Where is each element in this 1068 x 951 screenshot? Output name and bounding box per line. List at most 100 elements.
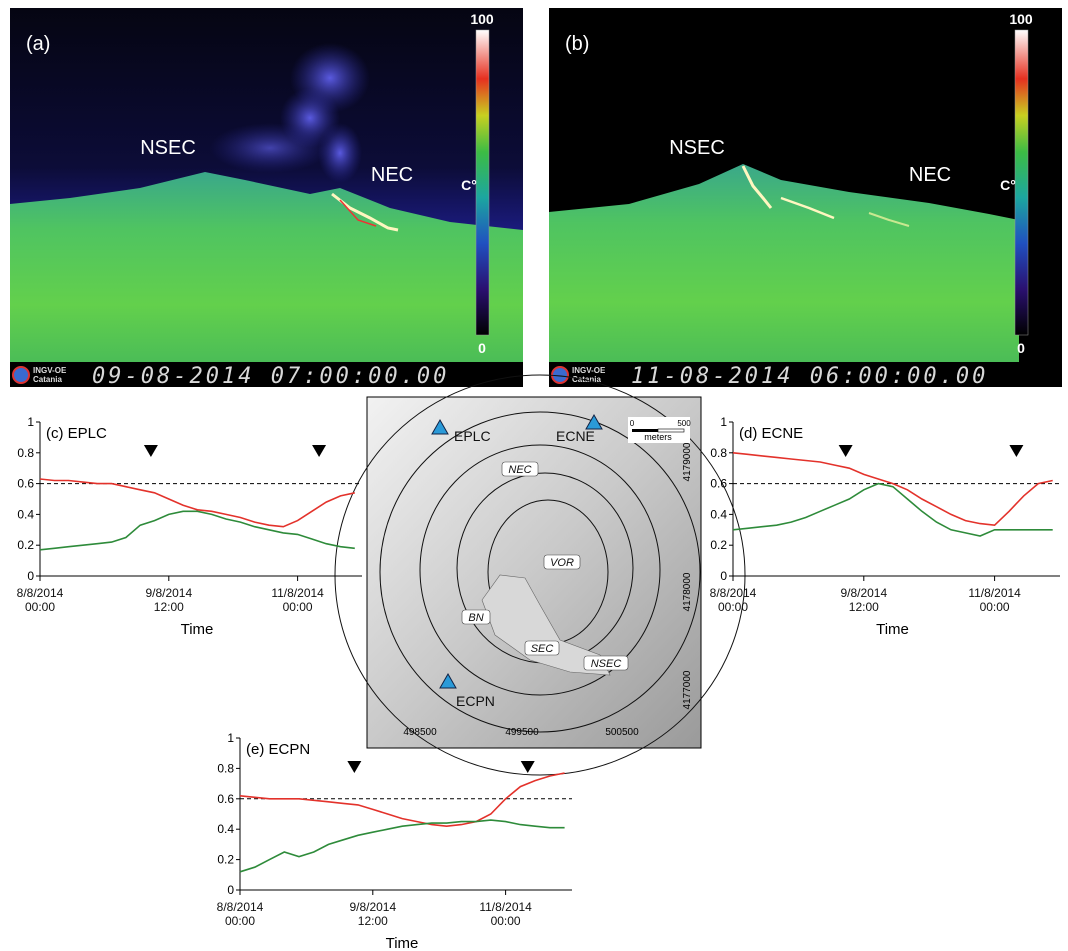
thermal-image-b: 100 0 C° (b) NSEC NEC INGV-OE Catania 11… [549,8,1062,389]
thermal-image-a: 100 0 C° (a) NSEC NEC INGV-OE Catania 09… [10,8,523,389]
crater-label: VOR [550,557,574,569]
lava-flow [868,212,910,227]
crater-label: NEC [508,464,531,476]
x-tick-label: 9/8/2014 12:00 [840,586,888,614]
crater-label: NEC [371,164,413,186]
crater-label: BN [468,612,483,624]
easting-label: 498500 [403,727,437,738]
crater-rim [481,574,611,676]
colorbar-max: 100 [470,11,494,27]
map-frame [366,396,702,749]
event-marker [347,761,362,773]
chart-title: (e) ECPN [246,741,310,758]
volcano [10,172,523,362]
y-tick-label: 0.4 [17,507,34,521]
label-box [461,609,491,625]
logo-text: Catania [572,375,601,384]
scale-label: 500 [677,419,691,428]
contour [379,411,701,733]
scale-unit: meters [644,432,672,442]
map: NEC VOR BN SEC NSEC EPLC ECNE ECPN 0 500… [334,374,746,776]
logo [12,366,30,384]
y-tick-label: 0.6 [217,792,234,806]
x-tick-label: 9/8/2014 12:00 [145,586,193,614]
crater-label: NSEC [591,658,622,670]
series-line [39,510,355,551]
northing-label: 4179000 [682,442,693,481]
northing-label: 4177000 [682,670,693,709]
colorbar-unit: C° [461,177,477,193]
logo-text: Catania [33,375,62,384]
y-tick-label: 0.6 [17,477,34,491]
contour [334,374,746,776]
lava-flow [741,165,773,209]
crater-label: NEC [909,164,951,186]
plume [210,123,330,173]
volcano [549,164,1019,362]
y-tick-label: 1 [720,415,727,429]
event-marker [143,445,158,457]
x-axis-label: Time [876,621,909,638]
event-marker [520,761,535,773]
label-box [583,655,629,671]
timestamp-bar [549,362,1062,387]
event-marker [838,445,853,457]
scale-bar [657,428,685,433]
scale-bar [632,429,658,432]
y-tick-label: 0.6 [710,477,727,491]
x-axis-label: Time [386,935,419,951]
y-tick-label: 0.4 [217,822,234,836]
event-marker [312,445,327,457]
station [439,672,457,689]
timestamp: 11-08-2014 06:00:00.00 [631,364,988,389]
crater-label: SEC [531,643,554,655]
y-tick-label: 0.2 [17,538,34,552]
northing-label: 4178000 [682,572,693,611]
x-tick-label: 11/8/2014 00:00 [271,586,324,614]
series-line [732,482,1053,537]
series-line [239,772,565,828]
y-tick-label: 0.4 [710,507,727,521]
x-tick-label: 8/8/2014 00:00 [16,586,64,614]
contours [334,374,746,776]
logo-text: INGV-OE [33,366,67,375]
colorbar [475,29,490,336]
station-label: ECNE [556,428,595,444]
station [431,418,449,435]
label-box [543,554,581,570]
station [585,413,603,430]
panel-label: (a) [26,33,50,55]
series-line [239,819,565,873]
crater-label: NSEC [669,137,725,159]
colorbar-max: 100 [1009,11,1033,27]
y-tick-label: 0.8 [710,446,727,460]
colorbar-min: 0 [478,340,486,356]
logo-text: INGV-OE [572,366,606,375]
x-tick-label: 11/8/2014 00:00 [479,900,532,928]
event-marker [1009,445,1024,457]
chart-title: (d) ECNE [739,425,803,442]
series-line [39,478,355,528]
y-tick-label: 0 [27,569,34,583]
timestamp-bar [10,362,523,387]
y-tick-label: 1 [227,731,234,745]
easting-label: 500500 [605,727,639,738]
contour [419,444,661,696]
y-tick-label: 0.8 [217,761,234,775]
y-tick-label: 0 [720,569,727,583]
series-line [732,452,1053,527]
x-tick-label: 8/8/2014 00:00 [216,900,264,928]
colorbar [1014,29,1029,336]
scale-label: 0 [630,419,635,428]
y-tick-label: 0.2 [217,853,234,867]
chart-title: (c) EPLC [46,425,107,442]
station-label: EPLC [454,428,491,444]
y-tick-label: 1 [27,415,34,429]
station-label: ECPN [456,693,495,709]
x-axis-label: Time [181,621,214,638]
lava-flow [780,196,835,220]
x-tick-label: 11/8/2014 00:00 [968,586,1021,614]
easting-label: 499500 [505,727,539,738]
y-tick-label: 0.8 [17,446,34,460]
